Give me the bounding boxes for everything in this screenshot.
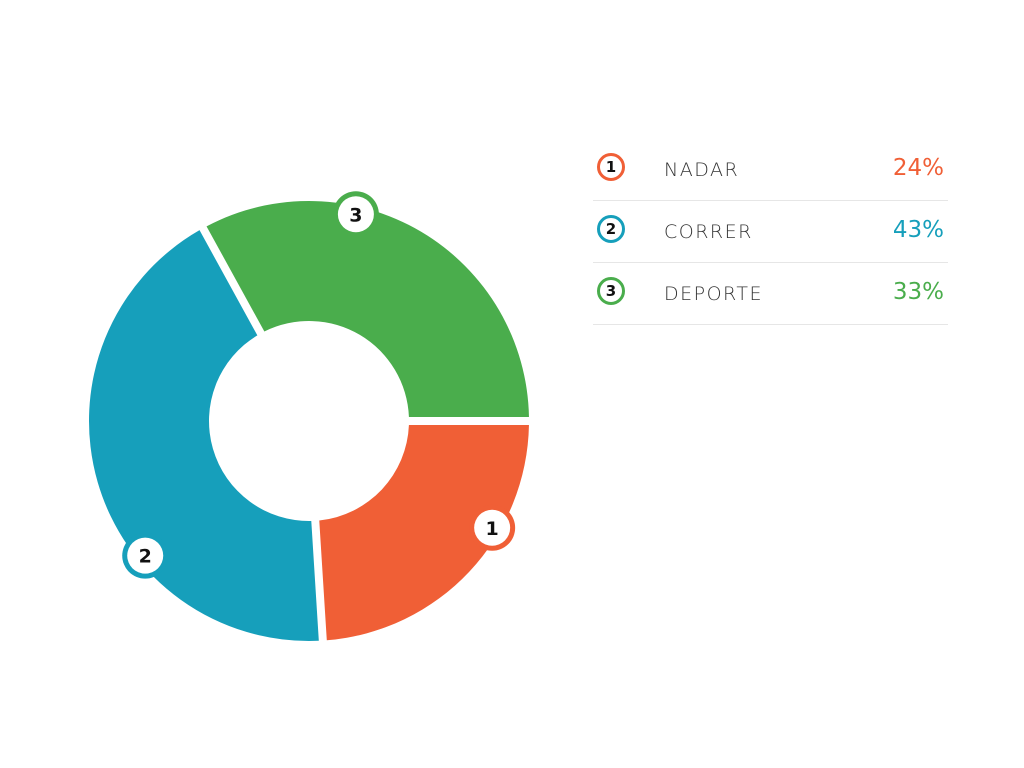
legend-label: DEPORTE: [664, 283, 763, 305]
legend: 1 NADAR 24% 2 CORRER 43% 3 DEPORTE 33%: [593, 139, 948, 325]
slice-marker-label: 2: [139, 546, 152, 568]
legend-label: NADAR: [664, 159, 740, 181]
slice-marker-3: 3: [332, 191, 379, 238]
slice-marker-1: 1: [469, 504, 516, 551]
legend-value: 33%: [892, 279, 944, 305]
legend-item-deporte: 3 DEPORTE 33%: [593, 263, 948, 325]
legend-value: 24%: [892, 155, 944, 181]
legend-marker: 1: [597, 153, 625, 181]
legend-item-correr: 2 CORRER 43%: [593, 201, 948, 263]
slice-marker-fill: [474, 509, 511, 546]
slice-marker-fill: [127, 537, 164, 574]
legend-marker: 2: [597, 215, 625, 243]
legend-item-nadar: 1 NADAR 24%: [593, 139, 948, 201]
slice-marker-label: 1: [486, 518, 499, 540]
legend-value: 43%: [892, 217, 944, 243]
slice-marker-fill: [337, 196, 374, 233]
legend-label: CORRER: [664, 221, 753, 243]
legend-marker: 3: [597, 277, 625, 305]
donut-slice-nadar: [319, 424, 529, 641]
slice-marker-label: 3: [349, 204, 362, 226]
donut-slice-deporte: [206, 201, 529, 418]
slice-marker-2: 2: [122, 532, 169, 579]
